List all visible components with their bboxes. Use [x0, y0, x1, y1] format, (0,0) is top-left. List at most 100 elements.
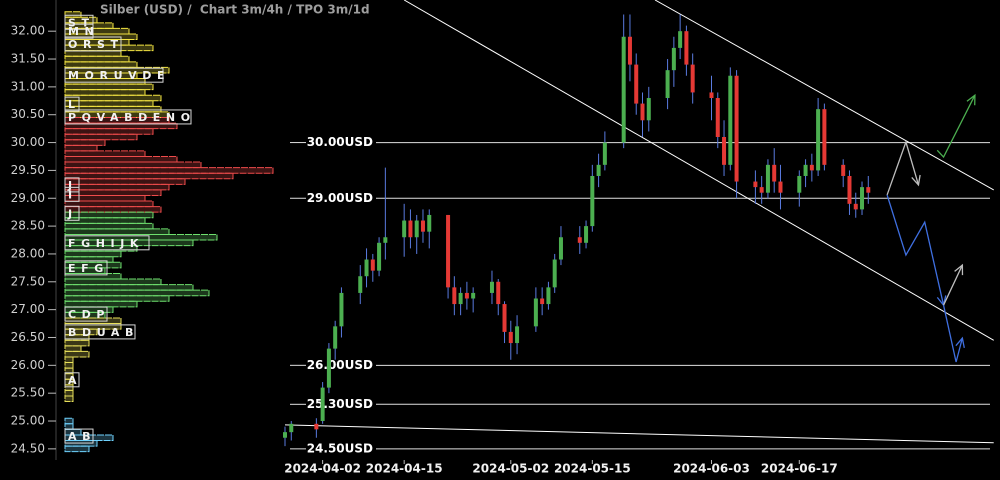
y-tick-label: 28.00 [11, 246, 45, 260]
trendline [654, 0, 994, 191]
candle-body [684, 31, 689, 65]
profile-row [64, 128, 154, 135]
y-tick-label: 29.00 [11, 191, 45, 205]
candle-body [671, 47, 676, 71]
profile-row [64, 300, 138, 308]
candle-body [408, 220, 413, 238]
tpo-letter-row: PQVABDENO [64, 109, 192, 125]
y-tick-label: 27.50 [11, 274, 45, 288]
candle-body [414, 220, 419, 238]
candle-body [797, 175, 802, 193]
profile-row [64, 133, 138, 141]
tpo-letter-row: J [64, 205, 80, 221]
tpo-letters: BDUAB [68, 326, 139, 339]
tpo-box [64, 96, 80, 112]
profile-row [64, 161, 202, 169]
tpo-box [64, 205, 80, 221]
tpo-letters: ST [68, 16, 95, 29]
profile-row [64, 423, 74, 430]
candle-body [728, 75, 733, 165]
candle-body [584, 226, 589, 243]
profile-row [64, 295, 170, 302]
profile-row [64, 211, 154, 219]
profile-row [64, 167, 274, 174]
projection-path [886, 139, 920, 196]
candle-body [753, 181, 758, 188]
tpo-letter-row: L [64, 96, 81, 112]
candle-body [515, 326, 520, 344]
candle-body [816, 109, 821, 171]
candle-body [709, 92, 714, 99]
profile-row [64, 228, 170, 235]
x-tick-label: 2024-04-15 [366, 462, 443, 476]
projection-path [942, 305, 963, 363]
x-tick-label: 2024-04-02 [284, 462, 361, 476]
candle-body [333, 326, 338, 349]
tpo-letters: CDP [68, 308, 110, 321]
candle-body [646, 98, 651, 121]
x-tick-label: 2024-06-03 [673, 462, 750, 476]
y-tick-label: 25.50 [11, 386, 45, 400]
candle-body [602, 142, 607, 165]
y-tick-label: 26.00 [11, 358, 45, 372]
arrow-head [955, 336, 965, 348]
candle-body [383, 237, 388, 243]
candle-body [427, 214, 432, 232]
profile-row [64, 417, 74, 425]
tpo-letter-row: AB [64, 428, 96, 444]
candle-body [715, 98, 720, 137]
y-tick-label: 31.50 [11, 52, 45, 66]
tpo-box [64, 372, 80, 388]
tpo-letters: MORUVDE [68, 69, 170, 82]
candle-body [533, 298, 538, 327]
tpo-letters: L [68, 98, 81, 111]
profile-row [64, 150, 146, 157]
candle-body [803, 164, 808, 176]
candle-body [866, 187, 871, 193]
profile-row [64, 339, 90, 347]
profile-row [64, 250, 122, 258]
candle-body [289, 423, 294, 433]
tpo-letters: FGHIJK [68, 237, 144, 250]
tpo-box [64, 235, 150, 251]
candle-body [772, 164, 777, 182]
tpo-letters: J [67, 179, 78, 192]
profile-row [64, 200, 154, 208]
y-tick-label: 31.00 [11, 79, 45, 93]
candle-body [471, 292, 476, 299]
y-tick-label: 25.00 [11, 414, 45, 428]
tpo-box [64, 306, 108, 322]
candle-body [489, 281, 494, 293]
candle-body [809, 164, 814, 171]
profile-row [64, 50, 122, 57]
arrow-head [954, 263, 964, 276]
x-tick-label: 2024-05-15 [554, 462, 631, 476]
profile-row [64, 55, 130, 63]
candle-body [546, 287, 551, 305]
candle-body [558, 237, 563, 260]
tpo-letters: AB [68, 430, 96, 443]
candle-body [577, 237, 582, 243]
trendline [403, 0, 994, 341]
candle-body [446, 214, 451, 288]
candle-body [759, 187, 764, 193]
profile-row [64, 445, 90, 453]
candle-body [402, 220, 407, 238]
candle-body [765, 164, 770, 193]
candle-body [596, 164, 601, 176]
profile-row [64, 89, 146, 96]
level-label: 24.50USD [307, 441, 373, 455]
tpo-letter-row: A [64, 372, 80, 388]
profile-row [64, 395, 74, 403]
profile-row [64, 289, 210, 297]
candle-body [590, 175, 595, 227]
profile-row [64, 83, 154, 91]
candle-body [665, 70, 670, 99]
candle-body [734, 75, 739, 182]
candle-body [283, 432, 287, 438]
tpo-box [64, 177, 80, 193]
candle-body [853, 203, 858, 210]
tpo-box [64, 67, 164, 83]
profile-row [64, 144, 98, 152]
